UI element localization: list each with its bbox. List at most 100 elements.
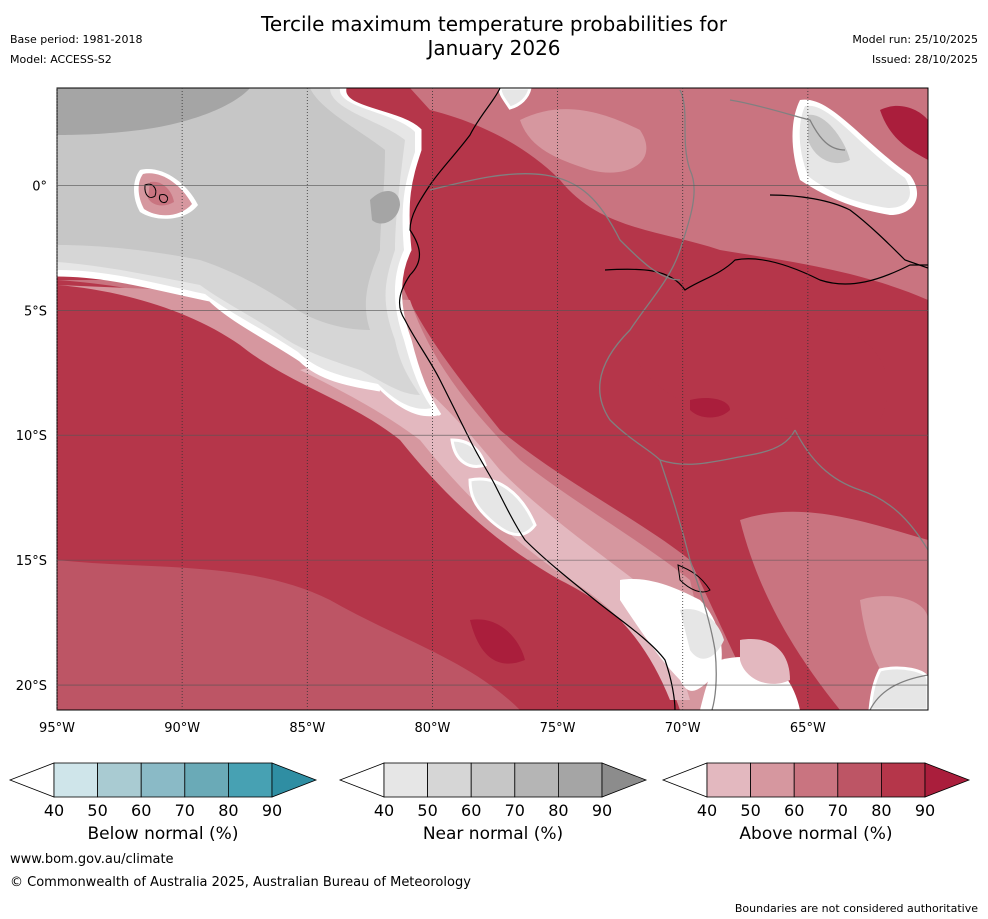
above-colorbar-tick: 80 [871,801,891,820]
model-run: Model run: 25/10/2025 [852,33,978,46]
lon-tick-label: 70°W [665,721,701,736]
above-colorbar-tick: 90 [915,801,935,820]
near-colorbar-tick: 90 [592,801,612,820]
near-colorbar-segment [427,762,472,798]
below-colorbar-max [271,762,318,798]
lon-tick-label: 95°W [39,721,75,736]
river-amazon-b [604,258,928,291]
below-colorbar-segment [53,762,98,798]
map-field [57,88,928,710]
near-colorbar-segment [514,762,559,798]
near-patch-c [680,609,724,659]
above-colorbar-min [661,762,708,798]
near-colorbar-segment [558,762,603,798]
boundary-line-2 [57,273,381,392]
field-near-60 [57,88,385,330]
near-patch-c-boundary [620,579,722,691]
below-colorbar-min [8,762,55,798]
title-line-1: Tercile maximum temperature probabilitie… [261,12,727,36]
above-colorbar-max [924,762,971,798]
above-colorbar-segment [750,762,795,798]
lon-tick-label: 65°W [790,721,826,736]
border-bolivia-west [659,459,717,710]
colorbars: 40 50 60 70 80 90 40 50 60 70 80 90 40 50 60 70 80 90 [8,762,971,820]
below-colorbar-label: Below normal (%) [87,824,239,844]
lon-tick-label: 90°W [164,721,200,736]
above-colorbar-segment [706,762,751,798]
map-frame [56,87,929,711]
galapagos-coast-a [144,183,157,199]
near-colorbar-tick: 80 [548,801,568,820]
axis-labels: 95°W 90°W 85°W 80°W 75°W 70°W 65°W 0° 5°S 10°S 15°… [16,179,826,736]
near-colorbar-tick: 60 [461,801,481,820]
near-colorbar-segment [383,762,428,798]
near-colorbar-tick: 50 [417,801,437,820]
above-colorbar-label: Above normal (%) [739,824,893,844]
above-colorbar-segment [837,762,882,798]
lat-tick-label: 20°S [16,679,47,694]
lat-tick-label: 15°S [16,554,47,569]
below-colorbar-segment [184,762,229,798]
field-above-90-b [470,619,525,664]
footer-url[interactable]: www.bom.gov.au/climate [10,852,174,867]
field-above-50-north [520,109,647,173]
near-colorbar-min [338,762,385,798]
gridlines [56,88,928,710]
lon-tick-label: 85°W [289,721,325,736]
below-colorbar-tick: 50 [87,801,107,820]
field-above-90-a [690,398,730,418]
boundary-line [343,88,442,416]
footer-disclaimer: Boundaries are not considered authoritat… [734,902,978,915]
near-colorbar-label: Near normal (%) [422,824,564,844]
below-colorbar-segment [140,762,186,798]
near-colorbar-segment [470,762,516,798]
field-near-80 [57,88,250,135]
lat-tick-label: 5°S [24,304,47,319]
above-colorbar-tick: 50 [740,801,760,820]
below-colorbar-segment [97,762,142,798]
near-se [868,666,928,710]
below-colorbar-segment [227,762,273,798]
chart-title: Tercile maximum temperature probabilitie… [0,12,988,60]
galapagos-coast-b [159,194,169,203]
above-colorbar-segment [793,762,839,798]
base-period: Base period: 1981-2018 [10,33,143,46]
issued-date: Issued: 28/10/2025 [871,53,978,66]
lon-tick-label: 80°W [414,721,450,736]
below-colorbar-tick: 60 [131,801,151,820]
coastline-west [398,88,676,710]
near-patch-b [468,477,537,537]
near-colorbar-tick: 70 [505,801,525,820]
above-patch-d [740,639,790,684]
near-patch-a [450,438,487,468]
border-venezuela [729,99,846,151]
field-above-70-south [57,560,520,710]
field-above-90-c [880,105,928,160]
border-bolivia-brazil [794,429,928,551]
meta-left: Base period: 1981-2018 Model: ACCESS-S2 [10,30,142,70]
above-colorbar-segment [881,762,926,798]
lat-tick-label: 0° [32,179,47,194]
below-colorbar-tick: 40 [44,801,64,820]
border-peru-brazil [598,89,796,465]
border-paraguay [869,674,928,710]
field-above-40-coast [300,350,690,700]
lake-titicaca [677,564,711,593]
above-colorbar-tick: 60 [784,801,804,820]
lat-tick-label: 10°S [16,429,47,444]
field-above-80-interior [620,297,888,423]
below-colorbar-tick: 80 [218,801,238,820]
near-ne-60 [808,114,850,164]
above-colorbar-tick: 70 [828,801,848,820]
below-colorbar-tick: 70 [175,801,195,820]
near-colorbar-max [601,762,648,798]
lon-tick-label: 75°W [540,721,576,736]
field-near-80-b [370,190,400,224]
title-line-2: January 2026 [427,36,561,60]
below-colorbar-tick: 90 [262,801,282,820]
near-colorbar-tick: 40 [374,801,394,820]
near-n [498,88,532,110]
border-ecuador-colombia [429,173,681,281]
footer-copyright: © Commonwealth of Australia 2025, Austra… [10,875,471,890]
